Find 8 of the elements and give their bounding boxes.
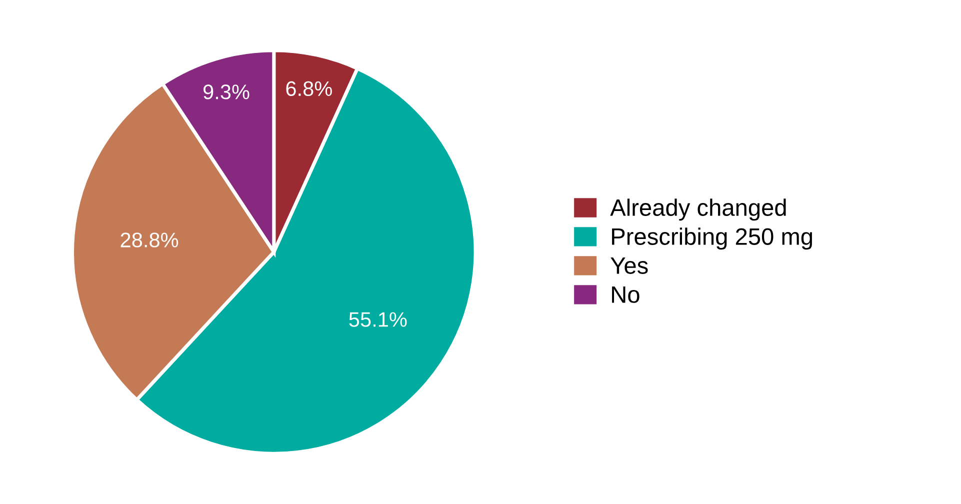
legend-label: Already changed bbox=[610, 198, 786, 221]
legend-label: No bbox=[612, 286, 640, 303]
data-label: 28.8% bbox=[120, 232, 178, 248]
data-label: 6.8% bbox=[286, 81, 332, 96]
data-label: 55.1% bbox=[349, 312, 407, 327]
legend-label: Yes bbox=[610, 257, 648, 274]
data-label: 9.3% bbox=[204, 84, 250, 100]
legend-label: Prescribing 250 mg bbox=[612, 228, 812, 250]
